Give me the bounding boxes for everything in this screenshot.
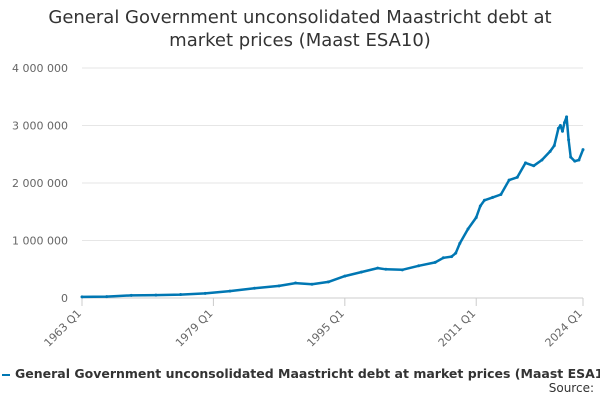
data-point[interactable]: [567, 138, 571, 142]
data-point[interactable]: [326, 280, 330, 284]
data-point[interactable]: [179, 293, 183, 297]
data-point[interactable]: [252, 286, 256, 290]
data-point[interactable]: [507, 178, 511, 182]
x-tick-label: 1963 Q1: [42, 307, 85, 350]
data-point[interactable]: [524, 161, 528, 165]
legend[interactable]: General Government unconsolidated Maastr…: [0, 366, 600, 384]
x-axis-ticks: 1963 Q1 1979 Q1 1995 Q1 2011 Q1 2024 Q1: [42, 298, 586, 350]
y-tick-label: 2 000 000: [12, 177, 68, 190]
data-point[interactable]: [433, 260, 437, 264]
data-point[interactable]: [556, 126, 560, 130]
data-point[interactable]: [400, 268, 404, 272]
data-point[interactable]: [577, 158, 581, 162]
x-tick-label: 1995 Q1: [304, 307, 347, 350]
data-point[interactable]: [478, 204, 482, 208]
series-points[interactable]: [80, 115, 585, 299]
y-tick-label: 1 000 000: [12, 235, 68, 248]
series-lines: [81, 115, 585, 299]
data-point[interactable]: [563, 121, 567, 125]
x-tick-label: 1979 Q1: [173, 307, 216, 350]
data-point[interactable]: [129, 293, 133, 297]
data-point[interactable]: [565, 115, 569, 119]
source-label: Source:: [548, 381, 594, 395]
data-point[interactable]: [548, 149, 552, 153]
data-point[interactable]: [154, 293, 158, 297]
y-tick-label: 0: [61, 292, 68, 305]
data-point[interactable]: [376, 266, 380, 270]
data-point[interactable]: [277, 284, 281, 288]
data-point[interactable]: [450, 255, 454, 259]
data-point[interactable]: [560, 129, 564, 133]
data-point[interactable]: [552, 144, 556, 148]
data-point[interactable]: [573, 159, 577, 163]
data-point[interactable]: [359, 270, 363, 274]
data-point[interactable]: [105, 295, 109, 299]
chart-title-line-2: market prices (Maast ESA10): [169, 30, 431, 51]
data-point[interactable]: [558, 124, 562, 127]
data-point[interactable]: [515, 175, 519, 179]
y-tick-label: 4 000 000: [12, 62, 68, 75]
data-point[interactable]: [80, 295, 84, 299]
data-point[interactable]: [466, 227, 470, 231]
data-point[interactable]: [532, 164, 536, 168]
data-point[interactable]: [294, 281, 298, 285]
x-tick-label: 2011 Q1: [436, 307, 479, 350]
data-point[interactable]: [499, 193, 503, 196]
data-point[interactable]: [581, 148, 585, 152]
data-point[interactable]: [310, 282, 314, 286]
data-point[interactable]: [203, 291, 207, 295]
data-point[interactable]: [454, 251, 458, 255]
data-point[interactable]: [228, 289, 232, 293]
data-point[interactable]: [458, 241, 462, 245]
data-point[interactable]: [491, 195, 495, 199]
gridlines: [82, 67, 583, 299]
y-tick-label: 3 000 000: [12, 120, 68, 133]
data-point[interactable]: [474, 216, 478, 219]
series-line: [81, 115, 585, 299]
legend-swatch: [2, 374, 10, 376]
data-point[interactable]: [343, 274, 347, 278]
data-point[interactable]: [384, 267, 388, 271]
data-point[interactable]: [417, 264, 421, 268]
x-tick-label: 2024 Q1: [543, 307, 586, 350]
data-point[interactable]: [482, 198, 486, 202]
data-point[interactable]: [540, 158, 544, 162]
legend-label[interactable]: General Government unconsolidated Maastr…: [15, 366, 600, 381]
data-point[interactable]: [569, 155, 573, 159]
y-axis-ticks: 0 1 000 000 2 000 000 3 000 000 4 000 000: [12, 62, 68, 305]
chart-title-line-1: General Government unconsolidated Maastr…: [48, 7, 552, 28]
data-point[interactable]: [441, 256, 445, 260]
chart-title: General Government unconsolidated Maastr…: [0, 6, 600, 52]
